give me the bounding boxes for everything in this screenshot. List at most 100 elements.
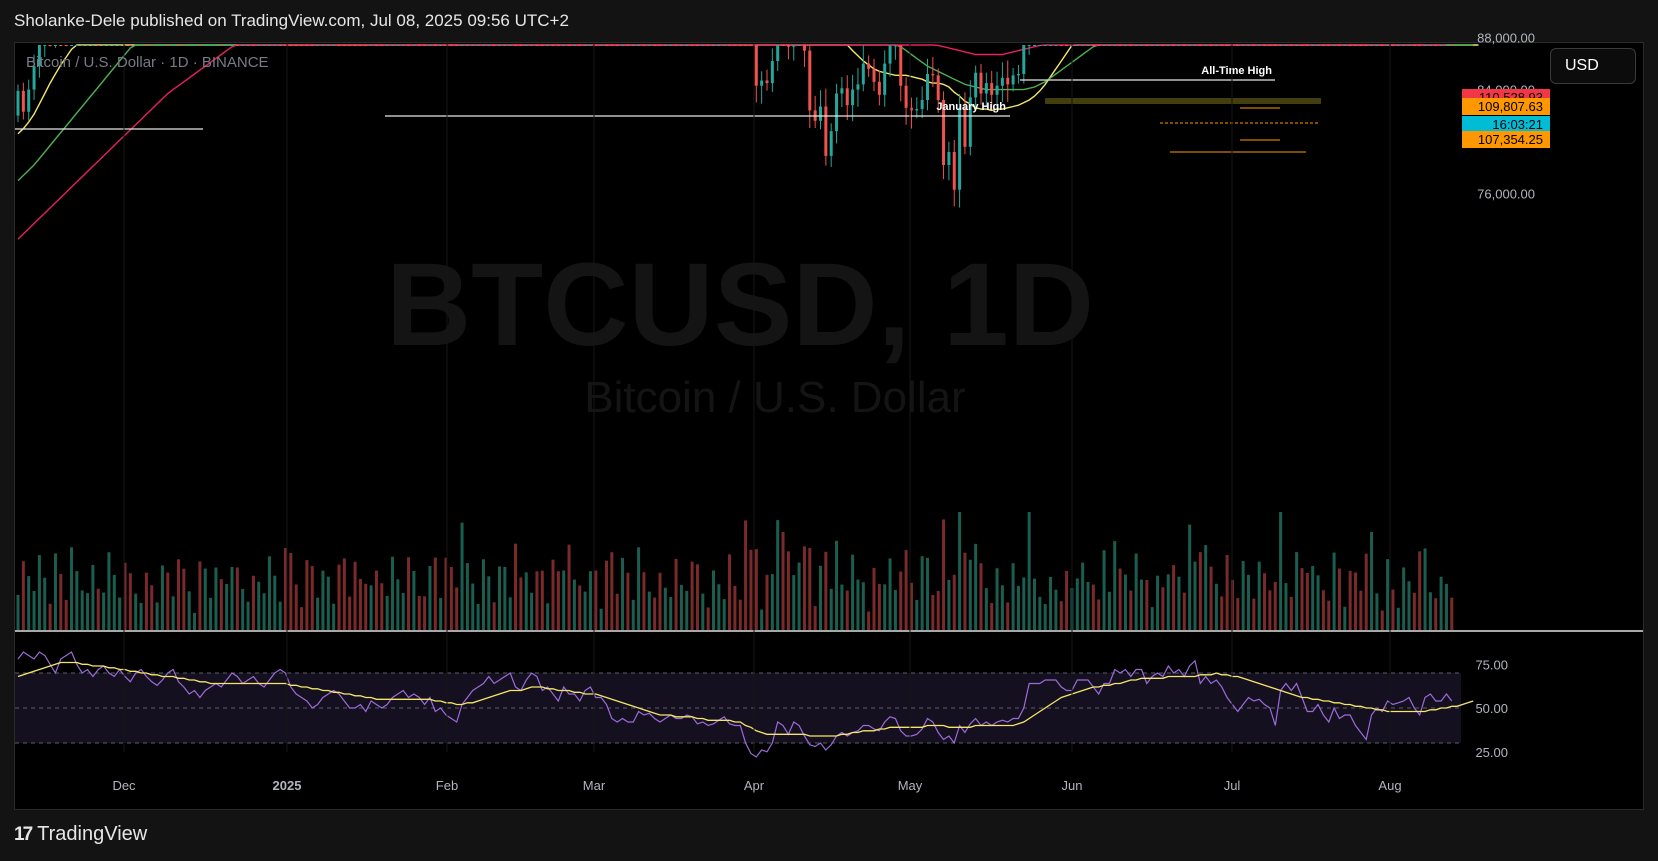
price-badge-text: 16:03:21 (1492, 117, 1543, 132)
candle (1332, 45, 1336, 46)
volume-bar (150, 585, 154, 630)
candle (59, 45, 63, 46)
volume-bar (851, 554, 855, 630)
candle (888, 45, 892, 64)
candle (546, 45, 550, 46)
candle (990, 83, 994, 95)
volume-bar (936, 590, 940, 630)
candle (407, 45, 411, 46)
volume-bar (781, 532, 785, 630)
candle (968, 97, 972, 147)
candle (326, 45, 330, 46)
volume-bar (1375, 593, 1379, 630)
volume-bar (797, 562, 801, 630)
volume-bar (695, 564, 699, 630)
candle (1359, 45, 1363, 46)
candle (262, 45, 266, 46)
volume-bar (278, 601, 282, 630)
candle (1220, 45, 1224, 46)
candle (1316, 45, 1320, 46)
volume-bar (1423, 548, 1427, 630)
candle (267, 45, 271, 46)
candle (305, 45, 309, 46)
volume-bar (380, 583, 384, 630)
candle (118, 45, 122, 46)
candle (155, 45, 159, 46)
candle (1337, 45, 1341, 46)
candle (1129, 45, 1133, 46)
volume-bar (738, 599, 742, 630)
volume-bar (289, 552, 293, 630)
candle (701, 45, 705, 46)
volume-bar (241, 589, 245, 630)
volume-bar (1418, 551, 1422, 630)
volume-bar (829, 588, 833, 630)
volume-bar (1177, 576, 1181, 630)
candle (690, 45, 694, 46)
volume-bar (86, 593, 90, 630)
volume-bar (1214, 583, 1218, 630)
candle (1193, 45, 1197, 46)
volume-bar (770, 574, 774, 630)
candle (209, 45, 213, 46)
candle (519, 45, 523, 46)
volume-bar (1434, 598, 1438, 630)
volume-bar (514, 543, 518, 630)
candle (1364, 45, 1368, 46)
candle (1177, 45, 1181, 46)
tradingview-logo[interactable]: 17 TradingView (14, 823, 147, 846)
brand-name: TradingView (37, 823, 148, 845)
candle (96, 45, 100, 46)
volume-bar (273, 575, 277, 630)
volume-bar (487, 576, 491, 630)
volume-bar (1412, 592, 1416, 630)
candle (401, 45, 405, 46)
candle (455, 45, 459, 46)
candle (1027, 45, 1031, 46)
volume-bar (1300, 568, 1304, 630)
volume-bar (187, 591, 191, 630)
volume-bar (1209, 566, 1213, 630)
candle (1059, 45, 1063, 46)
candle (1396, 45, 1400, 46)
volume-bar (64, 599, 68, 630)
candle (1300, 45, 1304, 46)
candle (177, 45, 180, 46)
candle (166, 45, 170, 46)
candle (412, 45, 416, 46)
volume-bar (369, 585, 373, 630)
volume-bar (685, 590, 689, 630)
volume-bar (669, 597, 673, 630)
volume-bar (1156, 575, 1160, 630)
candle (1311, 45, 1315, 46)
candle (102, 45, 106, 46)
currency-button[interactable]: USD (1550, 48, 1636, 84)
candle (829, 131, 833, 156)
candle (503, 45, 507, 46)
volume-bar (717, 584, 721, 630)
volume-bar (508, 597, 512, 630)
footer (0, 810, 1658, 861)
rsi-ma-line (17, 661, 1474, 737)
candle (1343, 45, 1347, 46)
volume-bar (712, 570, 715, 630)
candle (931, 74, 935, 76)
volume-bar (198, 561, 202, 630)
volume-bar (883, 584, 887, 630)
volume-bar (128, 573, 132, 630)
volume-bar (337, 564, 341, 630)
volume-bar (1075, 578, 1079, 630)
volume-bar (433, 557, 437, 630)
volume-bar (1380, 610, 1384, 630)
volume-bar (310, 566, 314, 630)
time-axis[interactable]: Dec 2025 Feb Mar Apr May Jun Jul Aug (112, 43, 1402, 793)
volume-bar (1225, 555, 1229, 630)
candle (1412, 45, 1416, 46)
candle (947, 152, 951, 165)
volume-bar (1118, 568, 1122, 630)
candle (139, 45, 143, 46)
volume-bar (979, 563, 983, 630)
volume-bar (792, 575, 796, 630)
volume-bar (540, 570, 544, 630)
